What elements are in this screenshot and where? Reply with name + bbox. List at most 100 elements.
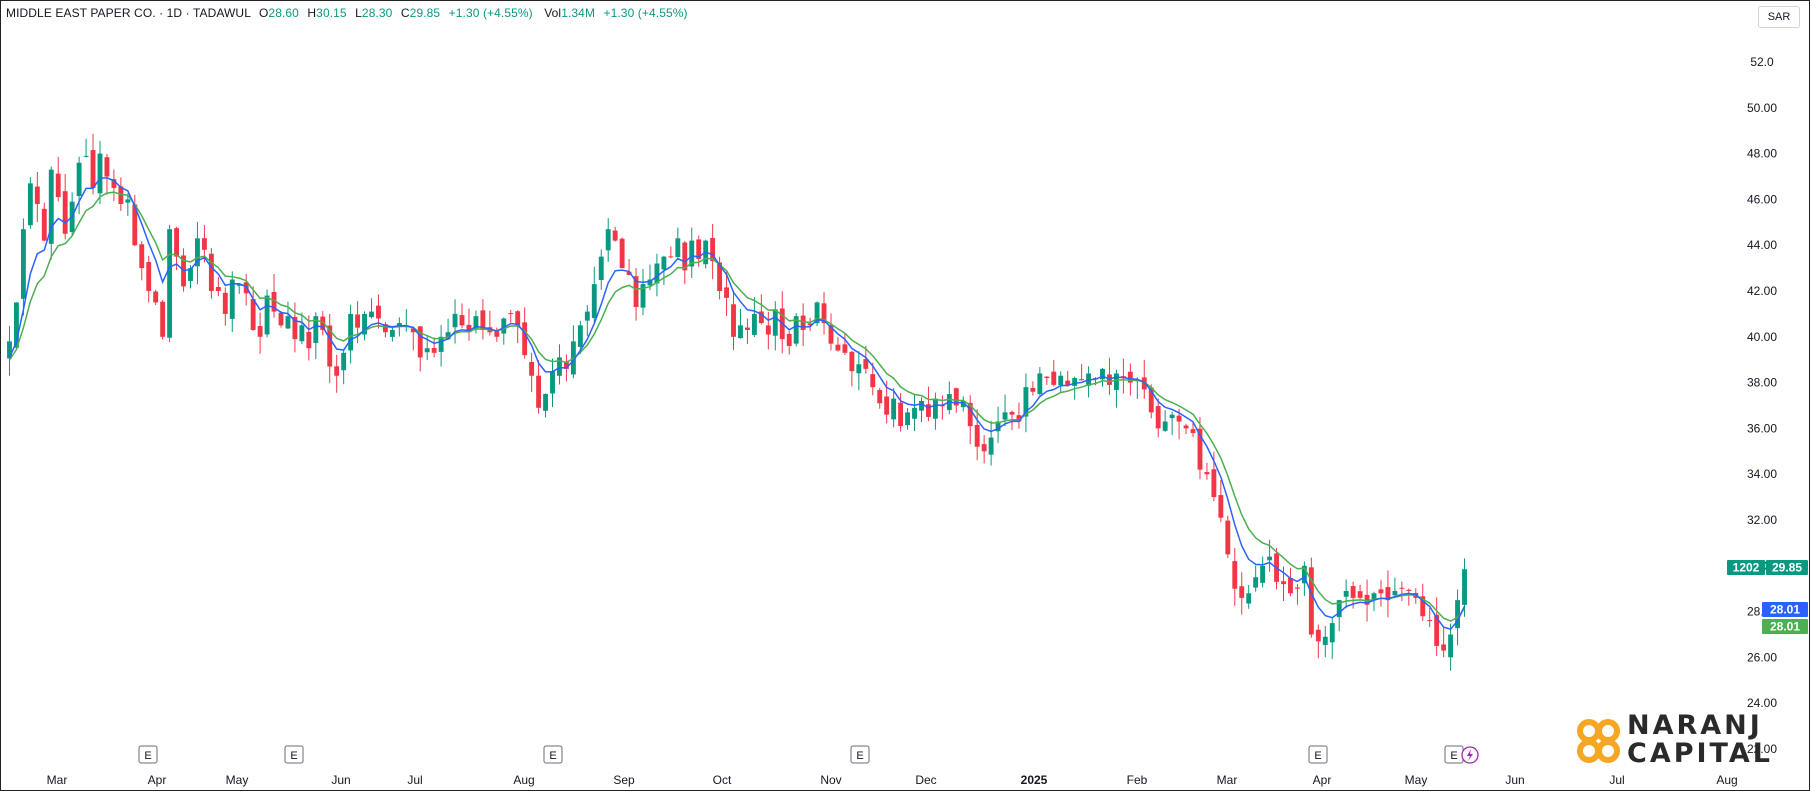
x-tick-label: Apr (148, 773, 167, 787)
svg-text:E: E (144, 750, 151, 762)
candle (758, 294, 764, 325)
candle (299, 312, 305, 345)
candle (960, 396, 966, 412)
svg-text:28.01: 28.01 (1770, 603, 1800, 617)
candle (967, 395, 973, 445)
open-value: 28.60 (268, 6, 299, 20)
candle (856, 351, 862, 391)
candle (1141, 360, 1147, 399)
currency-button[interactable]: SAR (1758, 6, 1800, 28)
logo-mark-icon (1577, 719, 1620, 763)
earnings-marker: E (543, 745, 563, 764)
candle (550, 358, 555, 408)
y-tick-label: 38.00 (1747, 376, 1777, 390)
candle (765, 311, 771, 350)
candle (257, 312, 263, 354)
y-tick-label: 24.00 (1747, 696, 1777, 710)
ticker-tag: 1202 (1727, 560, 1765, 575)
candle (835, 337, 841, 352)
candle (1371, 591, 1377, 612)
close-value: 29.85 (409, 6, 441, 20)
y-tick-label: 40.00 (1747, 330, 1777, 344)
candle (1260, 556, 1266, 588)
close-label: C (400, 6, 410, 20)
candle (1448, 623, 1454, 671)
candle (1197, 417, 1203, 480)
earnings-marker: E (138, 745, 158, 764)
candle (772, 301, 778, 351)
candle (807, 317, 813, 332)
x-tick-label: Sep (613, 773, 635, 787)
candle (633, 268, 639, 321)
candle (125, 193, 131, 216)
candle (229, 271, 235, 333)
volume-label: Vol (544, 6, 562, 20)
candle (863, 345, 869, 374)
candle (20, 218, 26, 316)
volume-value: 1.34M (561, 6, 596, 20)
candle (689, 227, 695, 278)
candle (438, 325, 444, 367)
ema-slow-line (8, 191, 1466, 622)
candle (167, 224, 173, 343)
candle (7, 326, 12, 376)
low-value: 28.30 (361, 6, 393, 20)
candle (452, 299, 458, 344)
x-tick-label: May (1405, 773, 1428, 787)
candle (1100, 367, 1105, 387)
brand-logo: NARANJ CAPITAL (1577, 710, 1770, 770)
candle (104, 153, 110, 195)
high-value: 30.15 (316, 6, 347, 20)
candle (1322, 626, 1328, 658)
earnings-marker: E (284, 745, 304, 764)
open-label: O (258, 6, 269, 20)
candles (7, 133, 1467, 671)
candle (591, 266, 597, 323)
candle (1329, 618, 1335, 660)
candle (1113, 369, 1119, 408)
candle (1162, 410, 1168, 432)
candle (1399, 581, 1405, 602)
candle (341, 348, 347, 385)
candle (1190, 422, 1196, 437)
candle (654, 253, 660, 297)
candle (459, 303, 465, 329)
candle (48, 166, 54, 260)
symbol-title[interactable]: MIDDLE EAST PAPER CO. · 1D · TADAWUL (6, 6, 251, 20)
candle (1434, 597, 1440, 656)
candle (842, 333, 848, 356)
candle (793, 312, 799, 347)
candle (501, 317, 507, 345)
svg-text:E: E (1450, 750, 1457, 762)
candle (139, 241, 145, 281)
svg-text:E: E (549, 750, 556, 762)
candle (153, 289, 159, 306)
candle (828, 313, 834, 351)
candle (1392, 577, 1398, 598)
candle (1065, 370, 1071, 387)
y-tick-label: 42.00 (1747, 284, 1777, 298)
candle (431, 337, 437, 358)
y-tick-label: 46.00 (1747, 192, 1777, 206)
candle (362, 311, 367, 341)
svg-text:E: E (290, 750, 297, 762)
candle (877, 387, 883, 409)
candle (466, 308, 472, 341)
candle (821, 291, 827, 335)
candle (27, 177, 33, 229)
candle (264, 289, 270, 338)
candle (640, 268, 646, 316)
svg-text:E: E (1314, 750, 1321, 762)
candle (278, 311, 284, 328)
y-tick-label: 34.00 (1747, 467, 1777, 481)
candle (1225, 515, 1231, 558)
candle (800, 303, 806, 347)
candle (584, 305, 590, 337)
candle (1336, 599, 1342, 632)
logo-line-2: CAPITAL (1627, 738, 1773, 769)
candle (313, 312, 319, 360)
candle (1211, 451, 1217, 502)
symbol-legend: MIDDLE EAST PAPER CO. · 1D · TADAWUL O28… (6, 6, 688, 20)
candle (536, 360, 542, 414)
